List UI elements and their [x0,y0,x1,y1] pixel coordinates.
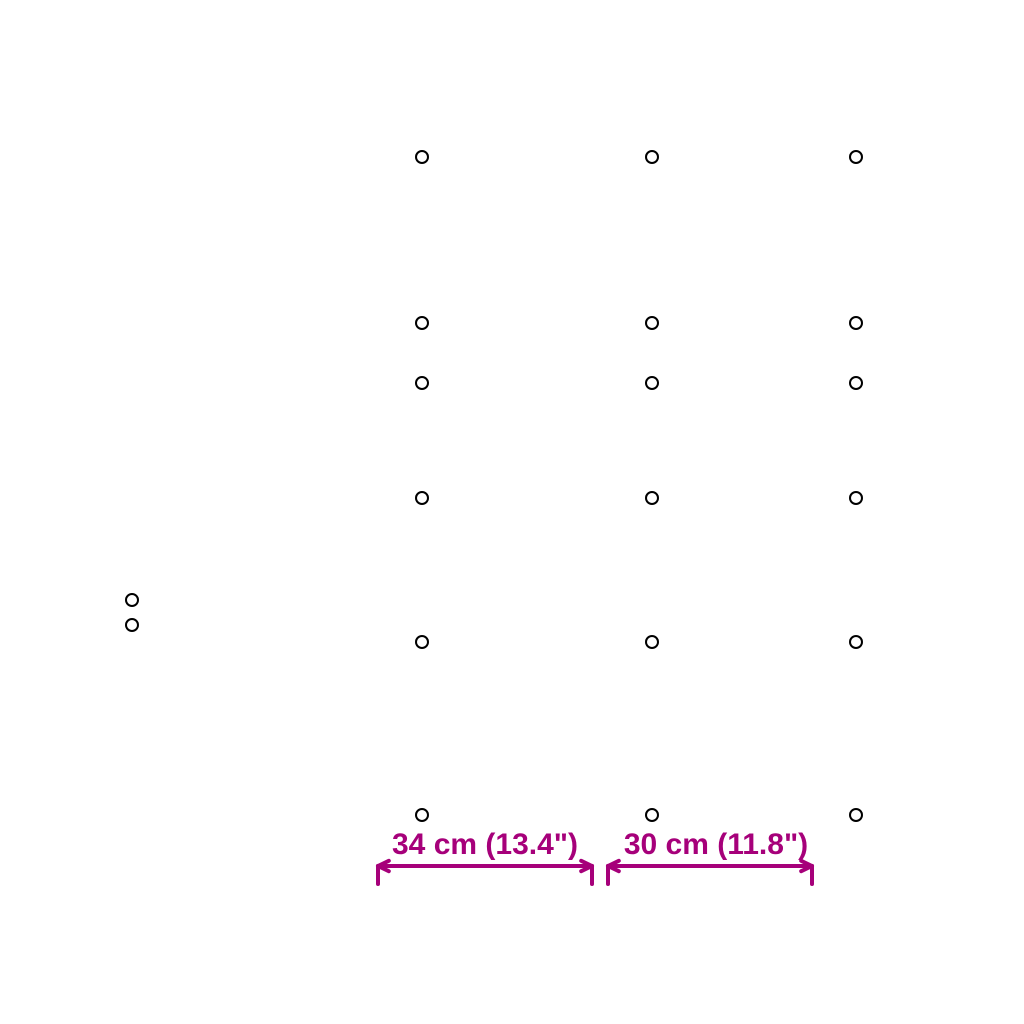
dim-col2: 34 cm (13.4") [392,828,578,861]
dim-col3: 30 cm (11.8") [624,828,808,861]
